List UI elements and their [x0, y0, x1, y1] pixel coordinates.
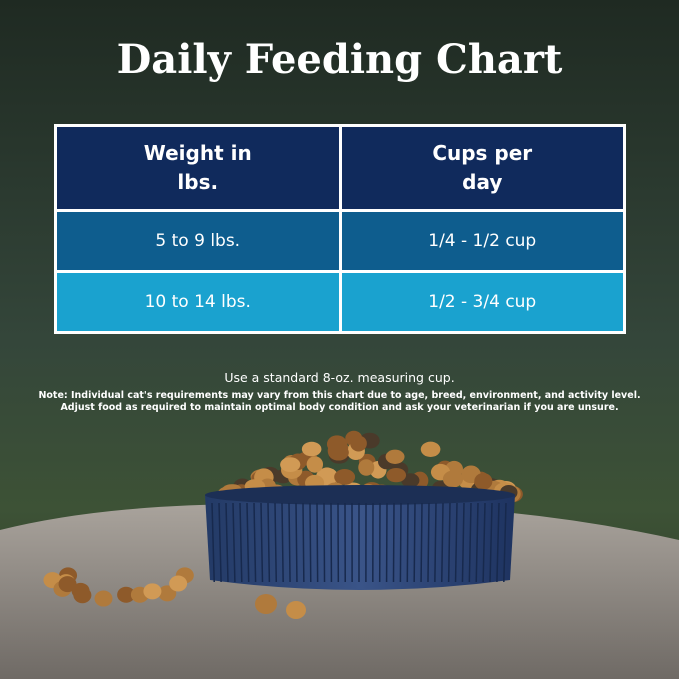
text: Weight in lbs. — [143, 141, 252, 194]
rib — [406, 502, 409, 583]
rib — [482, 502, 486, 583]
text: 1/4 - 1/2 cup — [428, 231, 537, 251]
kibble-piece — [117, 586, 136, 603]
text: Cups per day — [432, 141, 533, 194]
kibble-piece — [334, 469, 356, 485]
kibble-piece — [169, 575, 188, 592]
rib — [239, 502, 243, 583]
kibble-piece — [474, 472, 493, 490]
cell: 10 to 14 lbs. — [54, 270, 342, 334]
kibble-piece — [306, 456, 324, 473]
cell: 5 to 9 lbs. — [54, 209, 342, 273]
bowl-ribs — [211, 502, 507, 583]
rib — [211, 502, 215, 583]
cell: 1/4 - 1/2 cup — [338, 209, 626, 273]
rib — [232, 502, 236, 583]
kibble-piece — [286, 601, 306, 619]
kibble-piece — [301, 441, 322, 457]
kibble-piece — [442, 470, 464, 488]
rib — [434, 502, 437, 583]
cell: 1/2 - 3/4 cup — [338, 270, 626, 334]
rib — [316, 502, 319, 583]
rib — [475, 502, 479, 583]
rib — [489, 502, 493, 583]
kibble-piece — [280, 457, 301, 473]
kibble-piece — [350, 435, 367, 452]
rib — [392, 502, 395, 583]
rib — [503, 502, 507, 583]
bowl — [205, 495, 515, 590]
rib — [274, 502, 278, 583]
kibble-piece — [158, 585, 177, 602]
kibble-piece — [143, 583, 162, 600]
text: 5 to 9 lbs. — [155, 231, 241, 251]
kibble-piece — [401, 473, 420, 488]
rib — [267, 502, 271, 583]
bowl-rim — [205, 485, 515, 505]
rib — [468, 502, 472, 583]
rib — [295, 502, 298, 583]
note-line: Note: Individual cat's requirements may … — [38, 390, 641, 401]
text: 1/2 - 3/4 cup — [428, 292, 537, 312]
rib — [225, 502, 229, 583]
rib — [427, 502, 430, 583]
kibble-piece — [420, 441, 441, 457]
rib — [454, 502, 458, 583]
note-line: Adjust food as required to maintain opti… — [60, 402, 619, 413]
rib — [496, 502, 500, 583]
rib — [246, 502, 250, 583]
rib — [218, 502, 222, 583]
rib — [399, 502, 402, 583]
rib — [441, 502, 444, 583]
kibble-piece — [327, 442, 345, 460]
header-cell: Cups per day — [338, 124, 626, 212]
rib — [309, 502, 312, 583]
rib — [281, 502, 284, 583]
rib — [413, 502, 416, 583]
feeding-table: Weight in lbs. Cups per day 5 to 9 lbs. 1/… — [54, 124, 626, 334]
title: Daily Feeding Chart — [116, 36, 563, 83]
instruction: Use a standard 8-oz. measuring cup. — [224, 370, 455, 385]
kibble-piece — [94, 590, 113, 607]
rib — [253, 502, 257, 583]
rib — [302, 502, 305, 583]
kibble-piece — [385, 449, 405, 464]
kibble-piece — [58, 576, 77, 593]
rib — [288, 502, 291, 583]
kibble-piece — [255, 594, 277, 614]
kibble-piece — [71, 582, 90, 599]
kibble-piece — [358, 459, 375, 476]
kibble-piece — [386, 467, 407, 483]
note: Note: Individual cat's requirements may … — [0, 390, 679, 414]
rib — [420, 502, 423, 583]
rib — [260, 502, 264, 583]
text: 10 to 14 lbs. — [144, 292, 251, 312]
header-cell: Weight in lbs. — [54, 124, 342, 212]
rib — [323, 502, 326, 583]
rib — [447, 502, 451, 583]
rib — [461, 502, 465, 583]
